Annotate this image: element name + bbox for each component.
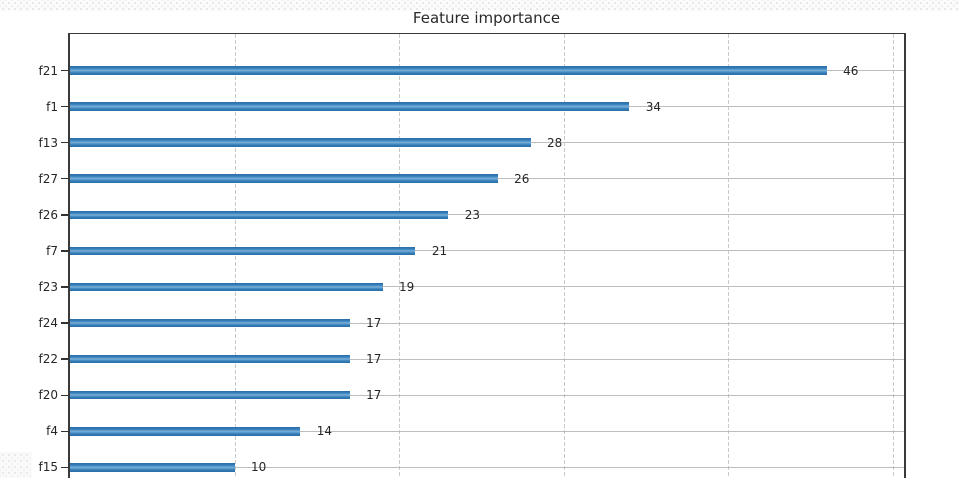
- page-background-texture-top: [0, 0, 959, 11]
- y-tick-mark: [61, 394, 69, 396]
- y-tick-label: f21: [38, 63, 59, 78]
- bar-f15: [70, 463, 235, 472]
- bar-value-label: 26: [514, 171, 530, 186]
- x-gridline-30: [563, 34, 565, 478]
- x-gridline-50: [892, 34, 894, 478]
- bar-value-label: 10: [250, 460, 267, 475]
- y-tick-mark: [61, 69, 69, 72]
- bar-f22: [70, 354, 350, 364]
- y-tick-label: f26: [38, 207, 59, 222]
- bar-value-label: 17: [366, 316, 382, 331]
- y-tick-label: f27: [38, 171, 59, 186]
- bar-f4: [70, 427, 301, 436]
- bar-f27: [70, 174, 498, 183]
- y-tick-mark: [61, 250, 69, 252]
- bar-f20: [70, 390, 350, 400]
- bar-f21: [70, 66, 827, 75]
- bar-value-label: 23: [464, 207, 481, 222]
- axis-spine-right: [904, 32, 906, 478]
- y-tick-label: f4: [46, 424, 58, 439]
- chart-title: Feature importance: [412, 9, 561, 27]
- bar-value-label: 17: [366, 388, 382, 403]
- y-gridline: [70, 286, 904, 288]
- y-gridline: [70, 214, 904, 216]
- bar-f23: [70, 282, 383, 292]
- y-gridline: [70, 358, 904, 360]
- bar-value-label: 19: [399, 279, 415, 294]
- bar-value-label: 28: [547, 135, 563, 150]
- y-gridline: [70, 322, 904, 324]
- y-gridline: [70, 394, 904, 396]
- y-gridline: [70, 466, 904, 468]
- y-tick-label: f22: [38, 352, 59, 367]
- y-tick-mark: [61, 141, 69, 144]
- y-tick-mark: [61, 466, 69, 469]
- y-tick-label: f23: [38, 279, 59, 294]
- y-tick-label: f7: [46, 243, 58, 258]
- y-tick-mark: [61, 178, 69, 180]
- bar-value-label: 46: [843, 63, 859, 78]
- y-tick-mark: [61, 214, 69, 216]
- axis-spine-top: [68, 32, 906, 35]
- bar-f1: [70, 102, 630, 111]
- bar-value-label: 21: [431, 243, 448, 258]
- y-tick-label: f13: [38, 135, 59, 150]
- x-gridline-10: [234, 34, 236, 478]
- y-tick-mark: [61, 322, 69, 324]
- bar-value-label: 34: [645, 99, 662, 114]
- x-gridline-40: [728, 34, 729, 478]
- axis-spine-left: [68, 32, 70, 478]
- y-gridline: [70, 250, 904, 252]
- bar-f7: [70, 246, 416, 256]
- y-tick-mark: [61, 430, 69, 432]
- y-gridline: [70, 430, 904, 432]
- y-tick-label: f20: [38, 388, 59, 403]
- x-gridline-20: [399, 34, 400, 478]
- y-tick-mark: [61, 358, 69, 360]
- y-tick-mark: [61, 286, 69, 288]
- bar-value-label: 14: [316, 424, 333, 439]
- bar-f24: [70, 318, 350, 328]
- y-tick-mark: [61, 105, 69, 108]
- y-tick-label: f15: [38, 460, 59, 475]
- bar-f26: [70, 210, 449, 220]
- bar-f13: [70, 138, 531, 147]
- y-tick-label: f24: [38, 316, 59, 331]
- page-background-texture-bottom-left: [0, 452, 32, 478]
- bar-value-label: 17: [366, 352, 382, 367]
- y-tick-label: f1: [46, 99, 58, 114]
